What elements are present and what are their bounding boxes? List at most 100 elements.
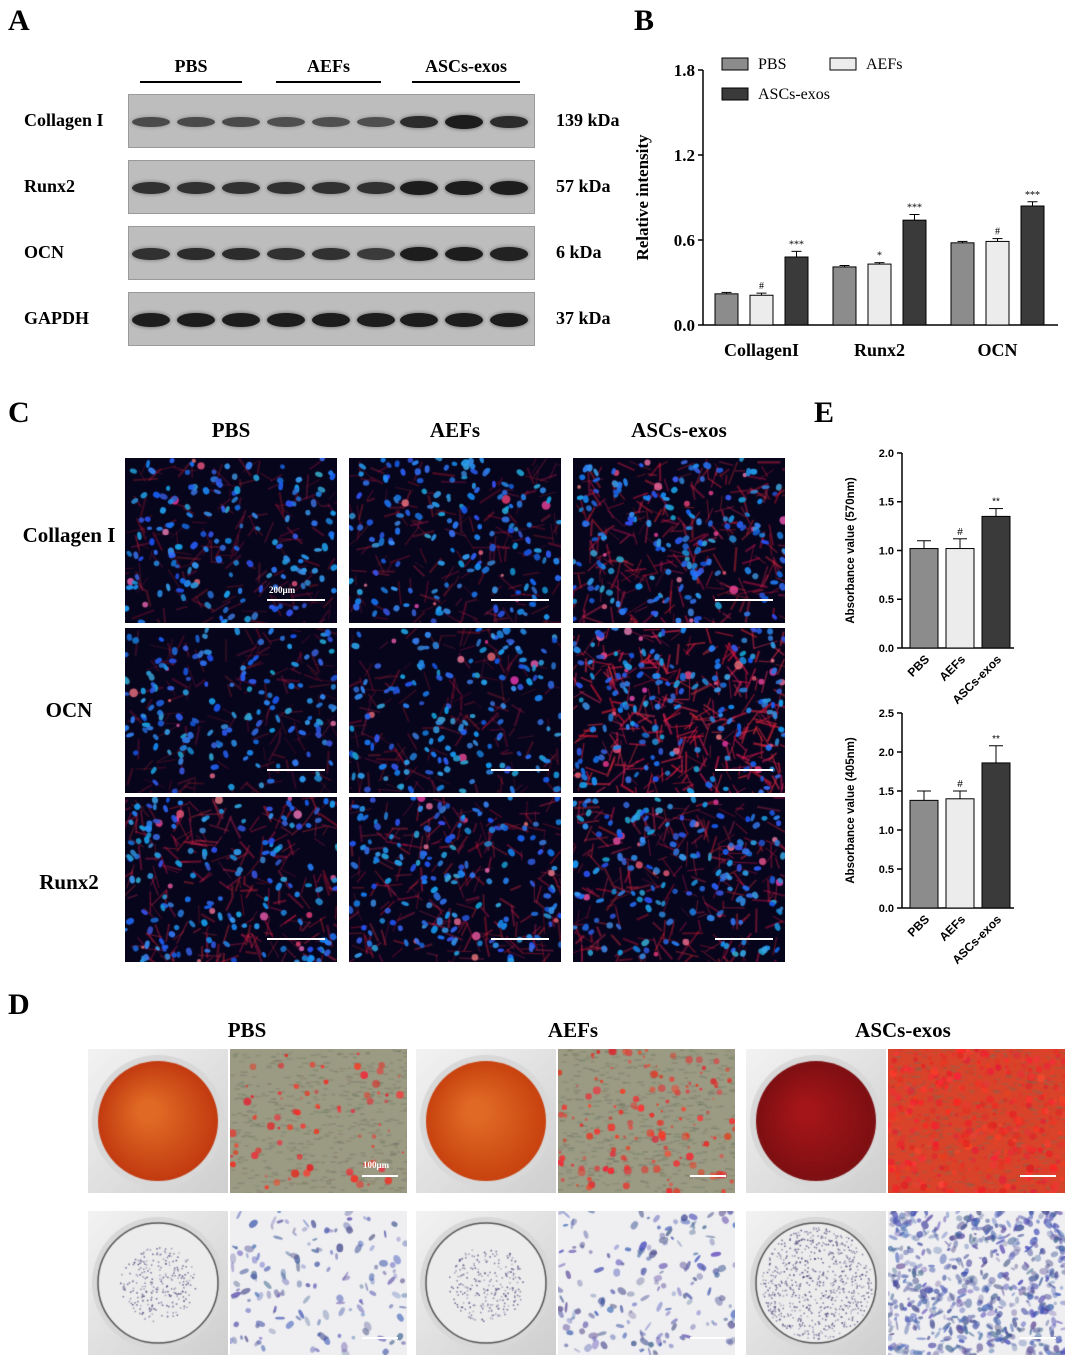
row-label: Runx2 — [39, 870, 99, 894]
blot-strip — [128, 160, 535, 214]
legend-swatch — [721, 87, 749, 101]
bar — [945, 548, 975, 649]
bar — [867, 263, 892, 326]
y-tick-label: 1.5 — [879, 497, 894, 509]
y-tick-label: 1.2 — [674, 146, 695, 165]
y-tick-label: 0.5 — [879, 594, 894, 606]
blot-band — [490, 247, 528, 261]
significance-mark: ** — [992, 497, 1000, 508]
alizarin-dish-photo — [416, 1049, 556, 1193]
alp-micrograph — [888, 1211, 1065, 1355]
micrograph-canvas — [888, 1211, 1065, 1355]
column-label: PBS — [211, 418, 251, 442]
panel-e-chart-405nm: 0.0 0.5 1.0 1.5 2.0 2.5 Absorbance value (405n… — [845, 708, 1014, 967]
blot-band — [267, 181, 305, 195]
blot-group-line — [412, 81, 520, 83]
blot-band — [267, 313, 305, 327]
blot-band — [357, 313, 395, 327]
scale-bar — [491, 938, 549, 940]
legend-label: AEFs — [866, 56, 902, 73]
scale-bar — [715, 599, 773, 601]
significance-mark: *** — [907, 203, 922, 214]
x-tick-label: Runx2 — [854, 340, 905, 360]
bar — [832, 266, 857, 326]
fluorescence-canvas — [349, 628, 561, 793]
panel-e-letter: E — [814, 396, 835, 429]
significance-mark: # — [957, 527, 963, 538]
blot-group-label: AEFs — [306, 56, 350, 76]
y-tick-label: 0.5 — [879, 864, 894, 876]
blot-band — [445, 247, 483, 261]
scale-bar-label: 200μm — [269, 585, 296, 595]
micrograph-canvas — [230, 1211, 407, 1355]
alizarin-micrograph — [558, 1049, 735, 1193]
alp-micrograph — [558, 1211, 735, 1355]
panel-e-chart-570nm: 0.0 0.5 1.0 1.5 2.0 Absorbance value (570nm) P… — [845, 448, 1014, 707]
x-tick-label: AEFs — [937, 912, 969, 944]
blot-kda-label: 57 kDa — [556, 176, 611, 196]
y-tick-label: 0.0 — [879, 643, 894, 655]
significance-mark: ** — [992, 734, 1000, 745]
fluorescence-image — [349, 458, 561, 623]
blot-band — [312, 117, 350, 127]
fluorescence-image — [349, 628, 561, 793]
scale-bar — [267, 769, 325, 771]
blot-band — [357, 181, 395, 195]
bar — [784, 256, 809, 326]
fluorescence-canvas — [125, 458, 337, 623]
dish-canvas — [746, 1211, 886, 1355]
fluorescence-canvas — [125, 797, 337, 962]
row-label: Collagen I — [22, 523, 116, 547]
blot-band — [400, 115, 438, 129]
bar — [945, 798, 975, 909]
dish-canvas — [88, 1049, 228, 1193]
blot-row-label: Runx2 — [24, 176, 76, 196]
micrograph-canvas — [888, 1049, 1065, 1193]
blot-band — [490, 313, 528, 327]
blot-group-line — [140, 81, 242, 83]
y-tick-label: 1.0 — [879, 545, 894, 557]
y-tick-label: 1.0 — [879, 825, 894, 837]
bar — [909, 799, 939, 909]
significance-mark: # — [995, 227, 1000, 238]
bar — [902, 219, 927, 326]
x-tick-label: PBS — [905, 652, 932, 679]
blot-kda-label: 37 kDa — [556, 308, 611, 328]
blot-kda-label: 139 kDa — [556, 110, 620, 130]
dish-canvas — [416, 1211, 556, 1355]
alizarin-dish-photo — [746, 1049, 886, 1193]
blot-band — [357, 117, 395, 127]
y-axis-title: Absorbance value (405nm) — [845, 737, 857, 884]
blot-strip — [128, 292, 535, 346]
significance-mark: # — [759, 281, 764, 292]
blot-band — [132, 313, 170, 327]
column-label: ASCs-exos — [855, 1018, 951, 1042]
blot-band — [445, 313, 483, 327]
scale-bar — [491, 599, 549, 601]
scale-bar — [690, 1175, 726, 1177]
x-tick-label: PBS — [905, 912, 932, 939]
blot-group-label: ASCs-exos — [424, 56, 507, 76]
dish-canvas — [746, 1049, 886, 1193]
blot-row-label: GAPDH — [24, 308, 89, 328]
blot-band — [267, 247, 305, 261]
column-label: PBS — [227, 1018, 267, 1042]
row-label: OCN — [45, 698, 93, 722]
x-tick-label: OCN — [978, 340, 1018, 360]
y-tick-label: 2.0 — [879, 747, 894, 759]
blot-kda-label: 6 kDa — [556, 242, 602, 262]
fluorescence-canvas — [349, 797, 561, 962]
blot-band — [400, 313, 438, 327]
alp-dish-photo — [416, 1211, 556, 1355]
scale-bar — [491, 769, 549, 771]
legend-swatch — [721, 57, 749, 71]
blot-band — [490, 115, 528, 129]
blot-band — [400, 247, 438, 261]
significance-mark: # — [957, 779, 963, 790]
alizarin-dish-photo — [88, 1049, 228, 1193]
micrograph-canvas — [558, 1049, 735, 1193]
fluorescence-image — [125, 797, 337, 962]
scale-bar — [715, 769, 773, 771]
significance-mark: *** — [1025, 190, 1040, 201]
y-tick-label: 1.8 — [674, 61, 695, 80]
